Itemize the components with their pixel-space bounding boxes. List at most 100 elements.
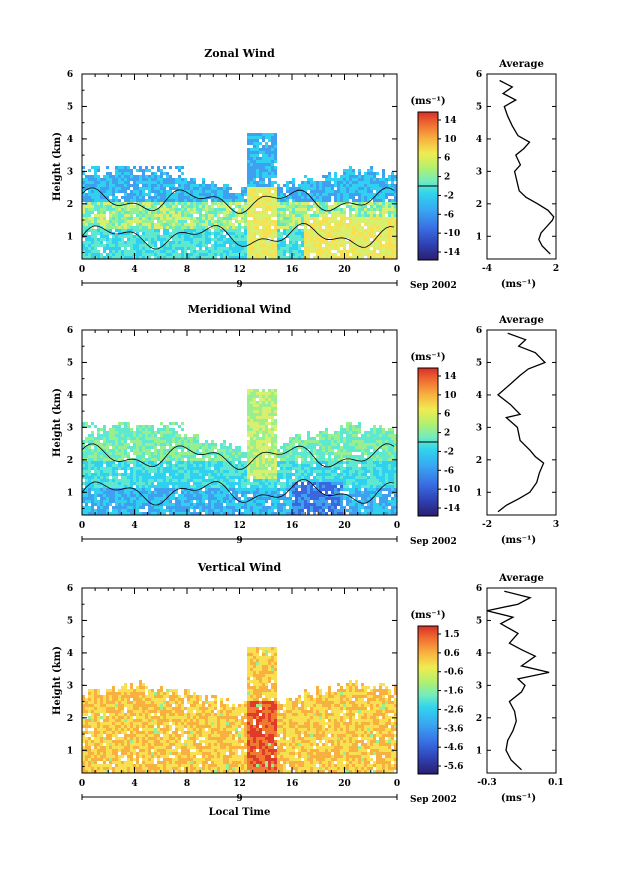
colorbar-tick-label: -4.6 <box>444 743 463 753</box>
colorbar-tick-label: -5.6 <box>444 762 463 772</box>
day-label: 9 <box>236 280 242 290</box>
average-x-tick-label: 2 <box>553 264 559 274</box>
y-tick-label: 2 <box>67 200 73 210</box>
y-tick-label: 4 <box>67 135 73 145</box>
average-title: Average <box>498 315 544 326</box>
colorbar-tick-label: -2.6 <box>444 705 463 715</box>
colorbar-tick-label: -3.6 <box>444 724 463 734</box>
y-tick-label: 5 <box>67 358 73 368</box>
x-tick-label: 20 <box>338 779 351 789</box>
x-tick-label: 0 <box>394 521 400 531</box>
y-tick-label: 1 <box>67 488 73 498</box>
colorbar-tick-label: 14 <box>444 116 457 126</box>
day-label: 9 <box>236 536 242 546</box>
colorbar-tick-label: 6 <box>444 154 450 164</box>
average-y-tick-label: 5 <box>476 358 482 368</box>
average-y-tick-label: 1 <box>476 232 482 242</box>
average-unit: (ms⁻¹) <box>501 793 536 804</box>
date-label: Sep 2002 <box>410 281 457 291</box>
colorbar-tick-label: -1.6 <box>444 687 463 697</box>
colorbar-tick-label: -10 <box>444 229 460 239</box>
average-title: Average <box>498 59 544 70</box>
average-y-tick-label: 6 <box>476 584 482 594</box>
colorbar-tick-label: -14 <box>444 248 460 258</box>
average-y-tick-label: 2 <box>476 456 482 466</box>
colorbar-tick-label: 6 <box>444 410 450 420</box>
average-x-tick-label: -0.3 <box>477 778 496 788</box>
average-frame <box>486 73 557 260</box>
y-tick-label: 3 <box>67 167 73 177</box>
average-y-tick-label: 3 <box>476 423 482 433</box>
y-tick-label: 1 <box>67 232 73 242</box>
average-x-tick-label: 3 <box>553 520 559 530</box>
average-y-tick-label: 2 <box>476 200 482 210</box>
y-axis-label: Height (km) <box>52 388 63 457</box>
y-tick-label: 6 <box>67 70 73 80</box>
y-tick-label: 4 <box>67 391 73 401</box>
colorbar-tick-label: 1.5 <box>444 630 460 640</box>
panel-title: Vertical Wind <box>197 561 282 574</box>
panel-title: Zonal Wind <box>204 47 275 60</box>
average-y-tick-label: 3 <box>476 681 482 691</box>
x-tick-label: 4 <box>131 265 137 275</box>
x-tick-label: 16 <box>286 265 299 275</box>
average-x-tick-label: 0.1 <box>548 778 564 788</box>
average-profile-line <box>499 79 555 255</box>
heatmap-cells <box>82 647 397 773</box>
average-x-tick-label: -2 <box>482 520 492 530</box>
x-tick-label: 16 <box>286 779 299 789</box>
y-tick-label: 3 <box>67 423 73 433</box>
x-tick-label: 20 <box>338 265 351 275</box>
x-tick-label: 8 <box>184 521 190 531</box>
x-tick-label: 4 <box>131 779 137 789</box>
average-y-tick-label: 1 <box>476 746 482 756</box>
contour-lines <box>81 443 395 506</box>
contour-lines <box>81 187 395 250</box>
x-tick-label: 0 <box>394 265 400 275</box>
colorbar-tick-label: -6 <box>444 210 454 220</box>
x-tick-label: 8 <box>184 779 190 789</box>
average-y-tick-label: 6 <box>476 70 482 80</box>
average-frame <box>486 329 557 516</box>
date-label: Sep 2002 <box>410 795 457 805</box>
colorbar-tick-label: 10 <box>444 391 457 401</box>
x-tick-label: 12 <box>233 779 246 789</box>
heatmap-cells <box>82 133 397 259</box>
y-tick-label: 3 <box>67 681 73 691</box>
colorbar-tick-label: -10 <box>444 485 460 495</box>
average-y-tick-label: 4 <box>476 649 482 659</box>
average-x-tick-label: -4 <box>482 264 492 274</box>
date-label: Sep 2002 <box>410 537 457 547</box>
average-y-tick-label: 4 <box>476 135 482 145</box>
colorbar-tick-label: 2 <box>444 429 450 439</box>
x-tick-label: 12 <box>233 521 246 531</box>
y-tick-label: 1 <box>67 746 73 756</box>
colorbar-tick-label: -2 <box>444 191 454 201</box>
average-y-tick-label: 5 <box>476 102 482 112</box>
average-title: Average <box>498 573 544 584</box>
colorbar <box>417 625 439 775</box>
x-tick-label: 0 <box>79 779 85 789</box>
y-tick-label: 5 <box>67 616 73 626</box>
colorbar-tick-label: 2 <box>444 173 450 183</box>
colorbar-unit: (ms⁻¹) <box>410 610 445 621</box>
panel-title: Meridional Wind <box>188 303 292 316</box>
y-tick-label: 6 <box>67 326 73 336</box>
x-tick-label: 20 <box>338 521 351 531</box>
y-axis-label: Height (km) <box>52 646 63 715</box>
y-tick-label: 6 <box>67 584 73 594</box>
colorbar-tick-label: -14 <box>444 504 460 514</box>
average-frame <box>486 587 557 774</box>
x-tick-label: 0 <box>79 265 85 275</box>
average-profile-line <box>496 332 547 513</box>
colorbar-tick-label: 0.6 <box>444 649 460 659</box>
colorbar-tick-label: 10 <box>444 135 457 145</box>
average-y-tick-label: 1 <box>476 488 482 498</box>
colorbar-tick-label: -0.6 <box>444 668 463 678</box>
y-tick-label: 2 <box>67 456 73 466</box>
x-tick-label: 0 <box>394 779 400 789</box>
x-tick-label: 12 <box>233 265 246 275</box>
average-y-tick-label: 6 <box>476 326 482 336</box>
